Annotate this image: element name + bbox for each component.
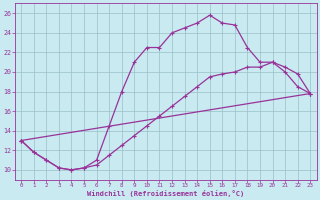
X-axis label: Windchill (Refroidissement éolien,°C): Windchill (Refroidissement éolien,°C) <box>87 190 244 197</box>
